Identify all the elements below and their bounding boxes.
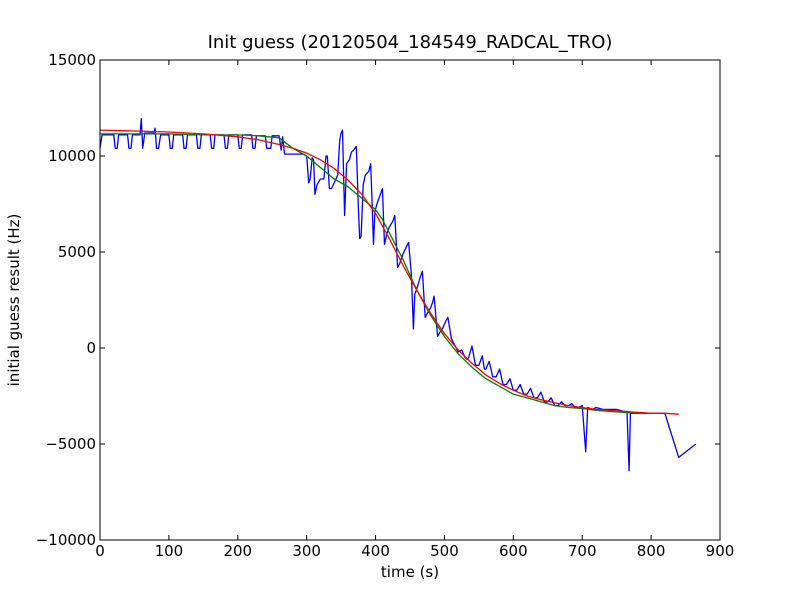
x-tick-label: 200 — [223, 542, 252, 560]
series-line-2 — [100, 133, 665, 414]
y-tick-label: 5000 — [58, 243, 96, 261]
series-layer — [99, 117, 697, 472]
chart-title: Init guess (20120504_184549_RADCAL_TRO) — [208, 32, 613, 53]
x-tick-label: 500 — [430, 542, 459, 560]
y-tick-label: 10000 — [48, 147, 96, 165]
series-line-1 — [99, 117, 697, 472]
x-tick-label: 600 — [499, 542, 528, 560]
x-tick-label: 800 — [637, 542, 666, 560]
x-tick-label: 400 — [361, 542, 390, 560]
series-line-3 — [99, 129, 679, 415]
ticks-layer: 0 100 200 300 400 500 600 700 800 900 −10000 −5000 0… — [36, 51, 735, 560]
plot-area-frame — [99, 59, 721, 541]
x-tick-label: 100 — [155, 542, 184, 560]
x-tick-label: 300 — [292, 542, 321, 560]
x-tick-label: 700 — [568, 542, 597, 560]
x-tick-label: 0 — [95, 542, 105, 560]
y-tick-label: −10000 — [36, 531, 96, 549]
y-axis-label: initial guess result (Hz) — [5, 214, 23, 387]
y-tick-label: −5000 — [45, 435, 96, 453]
x-tick-label: 900 — [706, 542, 735, 560]
x-axis-label: time (s) — [381, 563, 439, 581]
y-tick-label: 0 — [86, 339, 96, 357]
y-tick-label: 15000 — [48, 51, 96, 69]
